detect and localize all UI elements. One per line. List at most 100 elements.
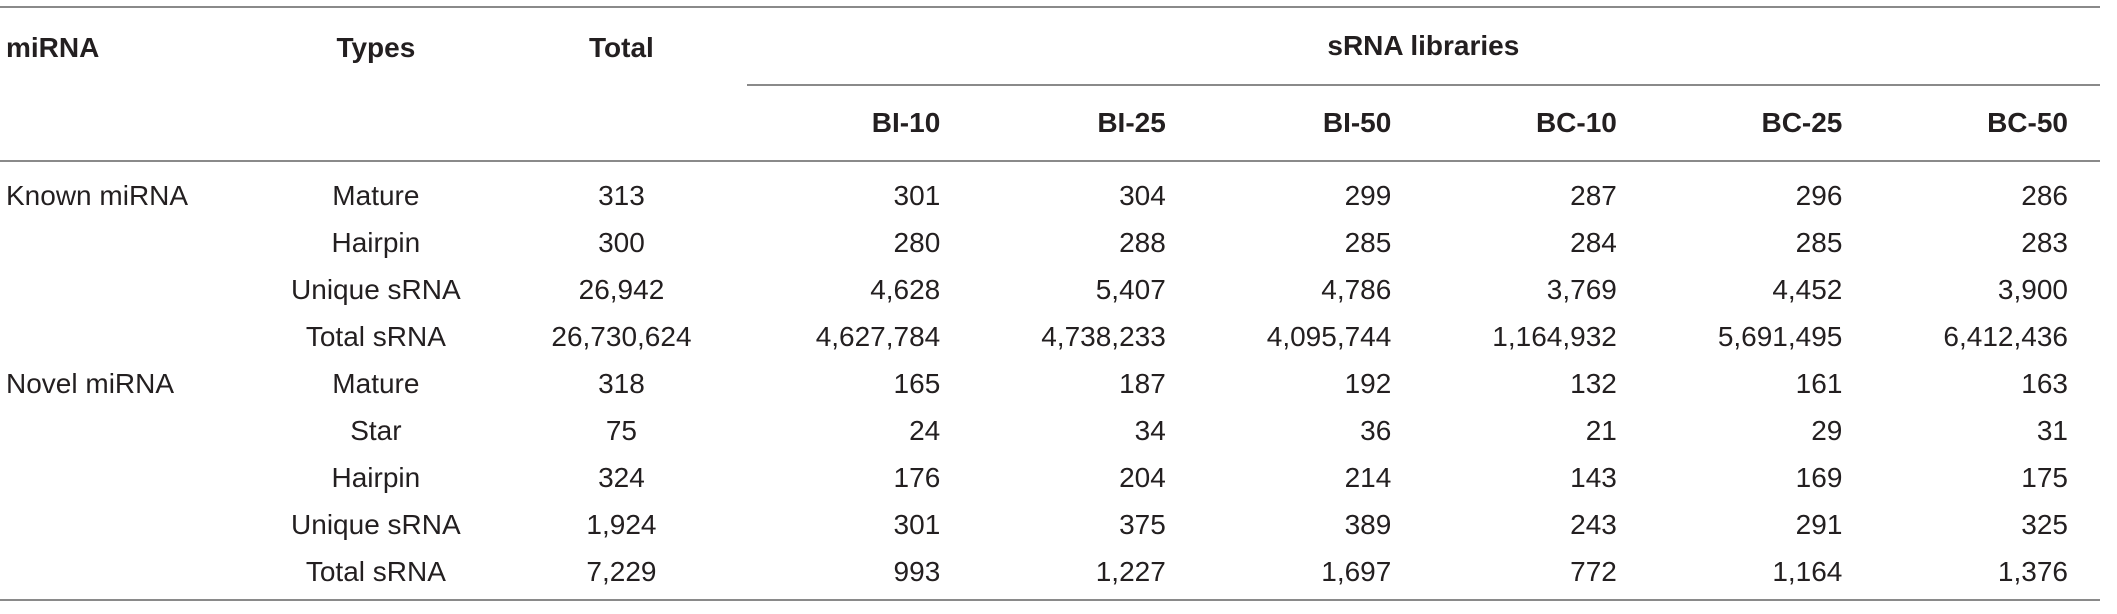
header-srna-libraries: sRNA libraries bbox=[746, 6, 2100, 86]
cell-bc-25: 5,691,495 bbox=[1717, 320, 1843, 352]
table-header: miRNA Types Total sRNA libraries BI-10 BI… bbox=[0, 6, 2100, 162]
cell-group bbox=[0, 454, 256, 501]
cell-bc-10: 21 bbox=[1585, 414, 1617, 446]
cell-bc-10: 772 bbox=[1423, 548, 1649, 601]
cell-group: Known miRNA bbox=[6, 179, 189, 211]
cell-type: Total sRNA bbox=[305, 320, 446, 352]
header-lib-bi-10: BI-10 bbox=[746, 85, 973, 162]
cell-total: 26,730,624 bbox=[551, 320, 692, 352]
cell-type: Hairpin bbox=[331, 226, 421, 258]
cell-bi-50: 214 bbox=[1344, 461, 1392, 493]
cell-bc-25: 285 bbox=[1795, 226, 1843, 258]
cell-bi-50: 4,095,744 bbox=[1266, 320, 1392, 352]
cell-type: Hairpin bbox=[331, 461, 421, 493]
header-row-libraries: BI-10 BI-25 BI-50 BC-10 BC-25 BC-50 bbox=[0, 85, 2100, 162]
cell-bc-25: 161 bbox=[1795, 367, 1843, 399]
cell-bi-10: 24 bbox=[909, 414, 941, 446]
cell-bi-25: 375 bbox=[1119, 508, 1166, 540]
cell-bc-50: 325 bbox=[2021, 508, 2068, 540]
cell-type: Total sRNA bbox=[255, 548, 497, 601]
cell-bc-10: 243 bbox=[1570, 508, 1617, 540]
cell-bi-10: 176 bbox=[893, 461, 941, 493]
table-row: Total sRNA 7,229 993 1,227 1,697 772 1,164 1,37… bbox=[0, 548, 2100, 601]
cell-total: 318 bbox=[598, 367, 645, 399]
cell-bi-25: 304 bbox=[1119, 179, 1166, 211]
cell-bi-10: 4,628 bbox=[870, 273, 941, 305]
table-row: Hairpin 324 176 204 214 143 169 175 bbox=[0, 454, 2100, 501]
cell-bc-10: 1,164,932 bbox=[1492, 320, 1617, 352]
cell-bc-25: 1,164 bbox=[1648, 548, 1875, 601]
cell-bc-10: 287 bbox=[1570, 179, 1617, 211]
cell-bc-25: 296 bbox=[1795, 179, 1843, 211]
cell-type: Star bbox=[350, 414, 402, 446]
cell-total: 1,924 bbox=[586, 508, 657, 540]
header-types: Types bbox=[255, 6, 497, 162]
cell-bi-50: 36 bbox=[1360, 414, 1392, 446]
cell-bc-25: 169 bbox=[1795, 461, 1843, 493]
cell-bc-10: 284 bbox=[1570, 226, 1617, 258]
header-lib-bc-50: BC-50 bbox=[1874, 85, 2100, 162]
cell-bi-50: 1,697 bbox=[1197, 548, 1424, 601]
header-mirna: miRNA bbox=[0, 6, 256, 162]
cell-bi-50: 192 bbox=[1344, 367, 1392, 399]
cell-bi-25: 187 bbox=[1119, 367, 1166, 399]
cell-total: 26,942 bbox=[578, 273, 665, 305]
cell-group bbox=[0, 266, 256, 313]
cell-group bbox=[0, 501, 256, 548]
table-row: Star 75 24 34 36 21 29 31 bbox=[0, 407, 2100, 454]
cell-bi-10: 165 bbox=[893, 367, 941, 399]
cell-bi-10: 4,627,784 bbox=[815, 320, 941, 352]
cell-type: Unique sRNA bbox=[291, 273, 461, 305]
table-body: Known miRNA Mature 313 301 304 299 287 296 286 Ha… bbox=[0, 161, 2100, 601]
cell-bi-50: 389 bbox=[1344, 508, 1392, 540]
table-row: Total sRNA 26,730,624 4,627,784 4,738,233 4,… bbox=[0, 313, 2100, 360]
cell-group bbox=[0, 313, 256, 360]
header-total: Total bbox=[496, 6, 747, 162]
cell-group: Novel miRNA bbox=[6, 367, 175, 399]
cell-bi-10: 301 bbox=[893, 508, 941, 540]
cell-type: Mature bbox=[332, 367, 420, 399]
header-lib-bi-25: BI-25 bbox=[972, 85, 1198, 162]
cell-group bbox=[0, 548, 256, 601]
cell-bc-10: 3,769 bbox=[1546, 273, 1617, 305]
cell-bc-50: 163 bbox=[2021, 367, 2068, 399]
cell-bi-50: 4,786 bbox=[1321, 273, 1392, 305]
cell-bc-25: 29 bbox=[1811, 414, 1843, 446]
cell-total: 313 bbox=[598, 179, 645, 211]
header-lib-bi-50: BI-50 bbox=[1197, 85, 1424, 162]
cell-bi-10: 280 bbox=[893, 226, 941, 258]
table-row: Unique sRNA 1,924 301 375 389 243 291 325 bbox=[0, 501, 2100, 548]
cell-bc-50: 286 bbox=[2021, 179, 2068, 211]
cell-bc-25: 4,452 bbox=[1772, 273, 1843, 305]
cell-total: 300 bbox=[598, 226, 645, 258]
cell-bc-50: 1,376 bbox=[1874, 548, 2100, 601]
cell-group bbox=[0, 219, 256, 266]
cell-bc-25: 291 bbox=[1795, 508, 1843, 540]
cell-bc-50: 31 bbox=[2036, 414, 2068, 446]
cell-bi-10: 993 bbox=[746, 548, 973, 601]
cell-group bbox=[0, 407, 256, 454]
cell-bi-25: 34 bbox=[1134, 414, 1166, 446]
cell-bi-50: 285 bbox=[1344, 226, 1392, 258]
cell-bc-50: 3,900 bbox=[1997, 273, 2068, 305]
cell-bi-25: 204 bbox=[1119, 461, 1166, 493]
table-row: Unique sRNA 26,942 4,628 5,407 4,786 3,769 4,4… bbox=[0, 266, 2100, 313]
cell-total: 7,229 bbox=[496, 548, 747, 601]
cell-bi-10: 301 bbox=[893, 179, 941, 211]
cell-bc-50: 6,412,436 bbox=[1943, 320, 2068, 352]
cell-bi-25: 1,227 bbox=[972, 548, 1198, 601]
table-row: Known miRNA Mature 313 301 304 299 287 296 286 bbox=[0, 161, 2100, 219]
header-row-top: miRNA Types Total sRNA libraries bbox=[0, 6, 2100, 162]
cell-bc-50: 283 bbox=[2021, 226, 2068, 258]
table-row: Novel miRNA Mature 318 165 187 192 132 161 163 bbox=[0, 360, 2100, 407]
header-lib-bc-25: BC-25 bbox=[1648, 85, 1875, 162]
cell-bi-25: 5,407 bbox=[1095, 273, 1166, 305]
cell-bi-50: 299 bbox=[1344, 179, 1392, 211]
cell-type: Mature bbox=[332, 179, 420, 211]
header-lib-bc-10: BC-10 bbox=[1423, 85, 1649, 162]
cell-bi-25: 288 bbox=[1119, 226, 1166, 258]
cell-bc-10: 132 bbox=[1570, 367, 1617, 399]
cell-total: 75 bbox=[605, 414, 638, 446]
mirna-table: miRNA Types Total sRNA libraries BI-10 BI… bbox=[0, 6, 2100, 601]
